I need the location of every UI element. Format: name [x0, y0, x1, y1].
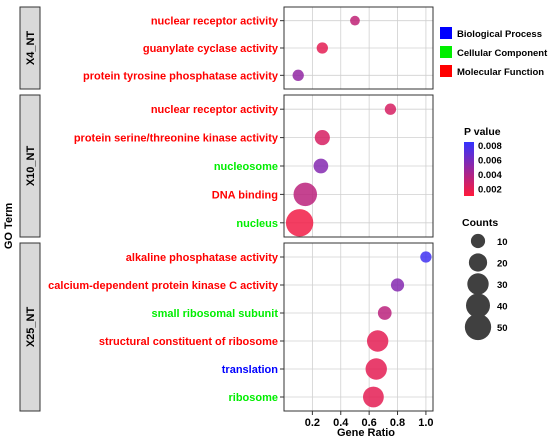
panel-strip-label: X25_NT	[25, 307, 37, 348]
pvalue-legend-tick: 0.008	[478, 141, 502, 152]
data-point	[390, 278, 405, 292]
legend-swatch	[440, 65, 452, 77]
panel-x4-nt: X4_NT nuclear receptor activity guanylate …	[19, 6, 434, 90]
data-point	[285, 209, 314, 237]
go-term-label: protein tyrosine phosphatase activity	[83, 70, 279, 82]
legend-swatch	[440, 27, 452, 39]
data-point	[420, 251, 432, 263]
pvalue-colorbar	[464, 142, 474, 196]
data-point	[366, 330, 389, 352]
x-axis-title: Gene Ratio	[337, 427, 395, 439]
size-legend-circle	[470, 233, 486, 249]
category-legend: Biological Process Cellular Component Mole…	[440, 27, 548, 78]
pvalue-legend: P value 0.008 0.006 0.004 0.002	[464, 126, 502, 196]
pvalue-legend-tick: 0.002	[478, 184, 502, 195]
size-legend-title: Counts	[462, 217, 498, 229]
size-legend-circle	[467, 273, 489, 295]
go-term-label: structural constituent of ribosome	[99, 336, 278, 348]
panel-border	[283, 242, 434, 412]
data-point	[293, 182, 318, 207]
size-legend-circle	[465, 293, 491, 318]
data-point	[384, 103, 397, 115]
go-term-label: nuclear receptor activity	[151, 104, 279, 116]
size-legend-label: 20	[497, 259, 508, 270]
data-point	[350, 15, 360, 26]
legend-label: Molecular Function	[457, 67, 544, 78]
x-tick-label: 0.2	[305, 417, 320, 429]
panel-strip	[19, 242, 41, 412]
size-legend-label: 40	[497, 302, 508, 313]
panel-strip	[19, 94, 41, 238]
size-legend-circle	[464, 313, 492, 341]
data-point	[362, 386, 384, 408]
pvalue-legend-tick: 0.004	[478, 170, 502, 181]
pvalue-legend-tick: 0.006	[478, 156, 502, 167]
panel-strip	[19, 6, 41, 90]
x-axis: 0.2 0.4 0.6 0.8 1.0	[305, 411, 434, 429]
go-term-label: protein serine/threonine kinase activity	[74, 133, 279, 145]
x-tick-label: 0.8	[390, 417, 405, 429]
pvalue-legend-title: P value	[464, 126, 501, 138]
go-term-label: translation	[222, 364, 279, 376]
x-tick-label: 0.4	[333, 417, 349, 429]
go-term-label: nuclear receptor activity	[151, 16, 279, 28]
legend-label: Cellular Component	[457, 48, 548, 59]
x-tick-label: 1.0	[418, 417, 433, 429]
go-term-label: DNA binding	[212, 189, 278, 201]
panel-strip-label: X10_NT	[25, 146, 37, 187]
size-legend-label: 50	[497, 323, 508, 334]
legend-label: Biological Process	[457, 29, 542, 40]
data-point	[314, 130, 330, 146]
panel-x10-nt: X10_NT nuclear receptor activity protein s…	[19, 94, 434, 238]
data-point	[316, 42, 328, 54]
go-term-label: small ribosomal subunit	[151, 308, 278, 320]
data-point	[377, 306, 392, 320]
go-term-label: nucleus	[236, 218, 278, 230]
go-term-label: alkaline phosphatase activity	[126, 252, 279, 264]
go-term-label: nucleosome	[214, 161, 278, 173]
size-legend-label: 30	[497, 280, 508, 291]
x-tick-label: 0.6	[361, 417, 376, 429]
data-point	[292, 69, 304, 81]
legend-swatch	[440, 46, 452, 58]
size-legend-label: 10	[497, 237, 508, 248]
panel-x25-nt: X25_NT alkaline phosphatase activity calci…	[19, 242, 434, 412]
panel-background	[284, 243, 433, 411]
go-term-label: ribosome	[228, 392, 278, 404]
go-term-label: guanylate cyclase activity	[143, 43, 279, 55]
data-point	[313, 158, 329, 174]
go-term-label: calcium-dependent protein kinase C activ…	[48, 280, 279, 292]
y-axis-title: GO Term	[3, 203, 15, 249]
panel-strip-label: X4_NT	[25, 31, 37, 66]
size-legend-circle	[468, 253, 488, 272]
size-legend: Counts 10 20 30 40 50	[462, 217, 508, 341]
data-point	[365, 358, 387, 380]
